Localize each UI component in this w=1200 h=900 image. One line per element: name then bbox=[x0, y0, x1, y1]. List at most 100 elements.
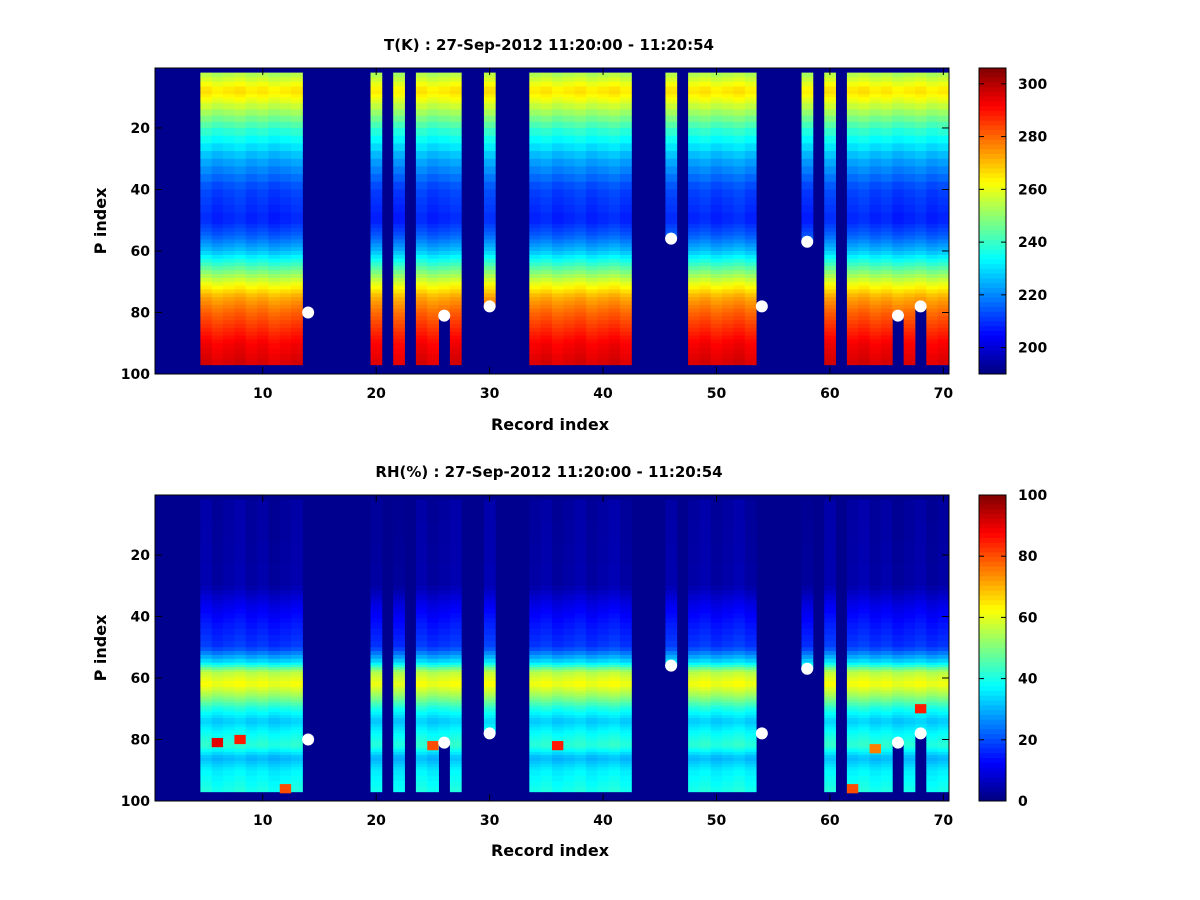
temperature-cell bbox=[722, 254, 734, 260]
temperature-cell bbox=[427, 115, 439, 123]
temperature-cell bbox=[926, 316, 939, 321]
humidity-cell bbox=[483, 690, 496, 694]
temperature-colorbar-segment bbox=[979, 68, 1006, 74]
humidity-cell bbox=[846, 714, 859, 719]
humidity-cell bbox=[858, 705, 870, 710]
temperature-cell bbox=[245, 308, 258, 313]
temperature-cell bbox=[279, 94, 292, 98]
humidity-cell bbox=[858, 499, 870, 522]
humidity-cell bbox=[552, 733, 564, 737]
temperature-cell bbox=[245, 335, 258, 340]
humidity-cell bbox=[926, 717, 939, 722]
humidity-cell bbox=[234, 628, 247, 636]
humidity-cell bbox=[744, 702, 757, 707]
humidity-cell bbox=[880, 736, 893, 740]
humidity-cell bbox=[824, 751, 836, 756]
temperature-cell bbox=[245, 109, 258, 117]
humidity-cell bbox=[688, 585, 700, 591]
temperature-cell bbox=[291, 293, 303, 298]
temperature-cell bbox=[245, 121, 258, 129]
humidity-cell bbox=[438, 542, 451, 565]
temperature-cell bbox=[824, 86, 836, 92]
humidity-cell bbox=[869, 664, 882, 668]
temperature-cell bbox=[211, 289, 224, 294]
humidity-cell bbox=[211, 748, 224, 753]
humidity-cell bbox=[427, 696, 439, 700]
humidity-cell bbox=[801, 499, 814, 522]
temperature-y-axis-label: P index bbox=[91, 187, 110, 254]
humidity-cell bbox=[245, 674, 258, 679]
temperature-cell bbox=[483, 274, 496, 279]
temperature-cell bbox=[540, 197, 553, 206]
temperature-cell bbox=[620, 239, 632, 244]
temperature-cell bbox=[574, 94, 587, 98]
temperature-colorbar-segment bbox=[979, 326, 1006, 332]
temperature-cell bbox=[937, 324, 950, 329]
temperature-cell bbox=[824, 359, 836, 366]
temperature-cell bbox=[200, 212, 213, 221]
humidity-cell bbox=[903, 618, 916, 624]
temperature-cell bbox=[699, 312, 712, 317]
humidity-cell bbox=[926, 654, 939, 660]
temperature-cell bbox=[291, 115, 303, 123]
temperature-cell bbox=[223, 227, 235, 233]
humidity-cell bbox=[211, 641, 224, 648]
temperature-cell bbox=[529, 181, 542, 190]
temperature-marker bbox=[665, 232, 678, 245]
humidity-cell bbox=[846, 564, 859, 587]
temperature-cell bbox=[710, 86, 723, 92]
temperature-cell bbox=[937, 320, 950, 325]
temperature-cell bbox=[744, 77, 757, 83]
temperature-cell bbox=[234, 327, 247, 333]
humidity-cell bbox=[858, 664, 870, 668]
temperature-cell bbox=[483, 285, 496, 290]
temperature-cell bbox=[370, 324, 383, 329]
temperature-cell bbox=[223, 197, 235, 206]
humidity-cell bbox=[483, 724, 496, 728]
temperature-cell bbox=[370, 174, 383, 183]
temperature-cell bbox=[892, 250, 905, 256]
humidity-cell bbox=[427, 658, 439, 663]
humidity-cell bbox=[483, 641, 496, 648]
temperature-cell bbox=[892, 224, 905, 229]
temperature-cell bbox=[415, 289, 428, 294]
humidity-cell bbox=[722, 628, 734, 636]
temperature-cell bbox=[914, 158, 927, 167]
humidity-cell bbox=[279, 721, 292, 725]
temperature-colorbar-segment bbox=[979, 316, 1006, 322]
humidity-cell bbox=[586, 693, 598, 697]
humidity-cell bbox=[234, 594, 247, 600]
temperature-cell bbox=[926, 220, 939, 225]
humidity-cell bbox=[279, 681, 292, 685]
temperature-cell bbox=[529, 297, 542, 302]
humidity-cell bbox=[529, 499, 542, 522]
temperature-cell bbox=[483, 97, 496, 101]
temperature-cell bbox=[200, 343, 213, 350]
temperature-cell bbox=[699, 220, 712, 225]
humidity-cell bbox=[438, 705, 451, 710]
humidity-cell bbox=[586, 751, 598, 756]
humidity-cell bbox=[926, 669, 939, 673]
temperature-cell bbox=[279, 181, 292, 190]
humidity-cell bbox=[279, 730, 292, 734]
humidity-cell bbox=[234, 745, 247, 750]
humidity-cell bbox=[427, 634, 439, 642]
temperature-cell bbox=[699, 258, 712, 263]
humidity-cell bbox=[552, 674, 564, 679]
humidity-cell bbox=[529, 733, 542, 737]
humidity-cell bbox=[914, 658, 927, 663]
humidity-cell bbox=[710, 717, 723, 722]
humidity-cell bbox=[926, 786, 939, 793]
temperature-cell bbox=[597, 121, 610, 129]
humidity-cell bbox=[620, 658, 632, 663]
humidity-cell bbox=[710, 781, 723, 787]
temperature-cell bbox=[449, 335, 462, 340]
temperature-cell bbox=[427, 143, 439, 152]
temperature-cell bbox=[710, 343, 723, 350]
temperature-cell bbox=[279, 109, 292, 117]
temperature-cell bbox=[914, 262, 927, 267]
temperature-cell bbox=[200, 91, 213, 95]
humidity-cell bbox=[710, 604, 723, 610]
temperature-cell bbox=[733, 239, 746, 244]
humidity-cell bbox=[892, 696, 905, 700]
